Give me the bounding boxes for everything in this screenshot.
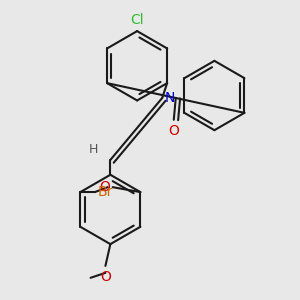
- Text: Br: Br: [97, 185, 112, 199]
- Text: O: O: [168, 124, 179, 138]
- Text: N: N: [164, 91, 175, 105]
- Text: H: H: [89, 143, 98, 156]
- Text: O: O: [100, 270, 111, 284]
- Text: O: O: [99, 180, 110, 194]
- Text: Cl: Cl: [130, 13, 144, 27]
